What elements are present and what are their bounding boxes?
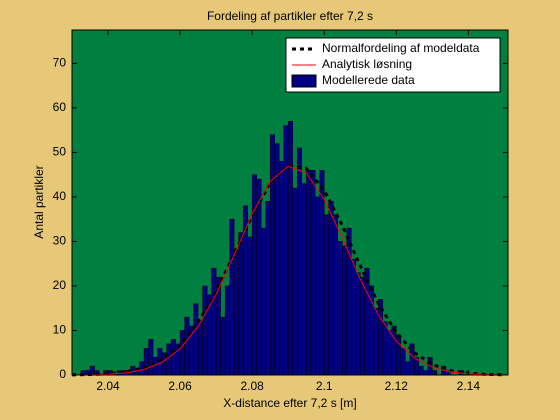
histogram-bar <box>314 196 320 376</box>
histogram-bar <box>247 236 253 376</box>
histogram-bar <box>382 321 388 376</box>
histogram-bar <box>202 285 208 376</box>
histogram-bar <box>391 325 397 376</box>
histogram-bar <box>265 201 271 376</box>
histogram-bar <box>301 183 307 376</box>
histogram-bar <box>432 370 438 376</box>
chart-title: Fordeling af partikler efter 7,2 s <box>207 9 373 23</box>
x-tick-label: 2.1 <box>316 379 333 393</box>
histogram-bar <box>260 227 266 376</box>
histogram-bar <box>170 339 176 376</box>
marks <box>71 121 505 377</box>
histogram-bar <box>251 174 257 376</box>
axes-box <box>71 29 509 376</box>
x-tick-label: 2.06 <box>168 379 192 393</box>
histogram-bar <box>193 303 199 376</box>
histogram-bar <box>184 316 190 376</box>
histogram-bar <box>224 285 230 376</box>
histogram-bar <box>238 232 244 376</box>
y-tick-label: 0 <box>59 367 66 381</box>
line <box>71 163 505 377</box>
legend-label: Analytisk løsning <box>322 57 412 71</box>
legend-label: Normalfordeling af modeldata <box>322 41 480 55</box>
histogram-bar <box>423 370 429 376</box>
y-tick-label: 50 <box>53 145 67 159</box>
legend-swatch <box>291 74 317 88</box>
y-tick-label: 20 <box>53 278 67 292</box>
histogram-bar <box>387 330 393 376</box>
histogram-bar <box>396 334 402 376</box>
legend: Normalfordeling af modeldata Analytisk lø… <box>285 37 501 93</box>
histogram-bar <box>400 348 406 376</box>
histogram-bar <box>274 143 280 376</box>
histogram-bar <box>148 339 154 376</box>
histogram-bar <box>360 276 366 376</box>
y-tick-label: 60 <box>53 100 67 114</box>
x-tick-label: 2.14 <box>457 379 481 393</box>
histogram-bar <box>233 250 239 376</box>
histogram-bar <box>332 214 338 376</box>
histogram-bar <box>283 125 289 376</box>
histogram-bar <box>405 361 411 376</box>
histogram-bar <box>341 245 348 376</box>
histogram-bar <box>373 307 379 376</box>
histogram-bar <box>166 343 172 376</box>
histogram-bar <box>139 361 145 376</box>
histogram-bar <box>351 259 357 376</box>
histogram-bar <box>220 316 226 376</box>
histogram-bar <box>319 169 325 376</box>
x-tick-label: 2.04 <box>96 379 120 393</box>
histogram-bar <box>292 187 298 376</box>
legend-box <box>285 37 501 93</box>
y-tick-label: 70 <box>53 56 67 70</box>
histogram-bar <box>143 348 149 376</box>
histogram-bar <box>355 272 361 376</box>
y-tick-label: 30 <box>53 234 67 248</box>
histogram-bar <box>278 161 284 376</box>
histogram-bar <box>305 169 311 376</box>
histogram-bar <box>364 267 370 376</box>
histogram-bar <box>328 201 334 376</box>
histogram-bar <box>175 343 181 376</box>
histogram-bar <box>323 214 329 376</box>
histogram-bar <box>310 169 316 376</box>
histogram-bar <box>418 365 424 376</box>
histogram-bar <box>269 134 275 376</box>
histogram-bar <box>211 267 217 376</box>
histogram-bar <box>242 205 248 376</box>
y-axis-label: Antal partikler <box>32 165 46 238</box>
x-axis-label: X-distance efter 7,2 s [m] <box>223 396 356 410</box>
histogram-bar <box>197 321 203 376</box>
x-tick-label: 2.12 <box>385 379 409 393</box>
y-tick-label: 10 <box>53 323 67 337</box>
y-tick-label: 40 <box>53 189 67 203</box>
x-tick-label: 2.08 <box>240 379 264 393</box>
histogram-bar <box>179 330 185 376</box>
histogram-bar <box>229 218 235 376</box>
legend-label: Modellerede data <box>322 73 415 87</box>
line <box>71 165 505 376</box>
histogram-bar <box>337 241 343 376</box>
histogram-bar <box>287 121 293 376</box>
histogram-bar <box>296 147 302 376</box>
